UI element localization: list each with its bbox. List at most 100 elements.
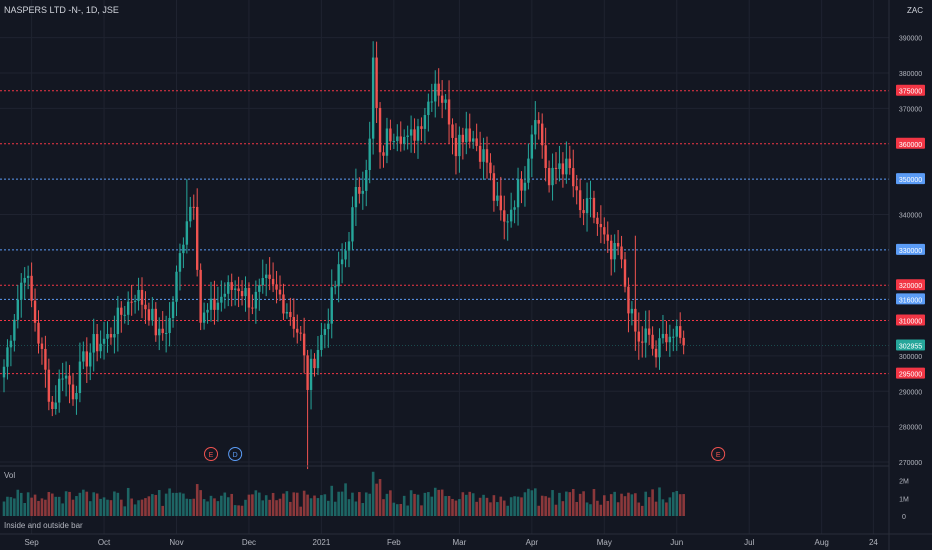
- volume-bar: [571, 488, 575, 516]
- volume-bar: [9, 497, 13, 516]
- candle-body: [437, 83, 440, 96]
- x-tick-label: Aug: [815, 538, 829, 547]
- candle-body: [589, 197, 592, 199]
- candle-body: [344, 250, 347, 260]
- candle-body: [147, 309, 151, 321]
- symbol-title[interactable]: NASPERS LTD -N-, 1D, JSE: [4, 5, 119, 15]
- candle-body: [485, 149, 489, 163]
- candle-body: [392, 141, 396, 143]
- candle-body: [216, 302, 220, 310]
- candle-body: [102, 338, 106, 344]
- indicator-label[interactable]: Inside and outside bar: [4, 521, 83, 530]
- y-tick-label: 390000: [899, 36, 922, 43]
- candle-body: [578, 190, 582, 211]
- volume-bar: [6, 496, 9, 516]
- volume-bar: [226, 497, 230, 516]
- volume-bar: [451, 498, 454, 516]
- candle-body: [299, 332, 302, 334]
- candle-body: [527, 158, 530, 183]
- candle-body: [458, 134, 461, 157]
- candle-body: [503, 210, 506, 222]
- candle-body: [616, 243, 620, 247]
- volume-bar: [447, 495, 451, 516]
- volume-bar: [427, 492, 430, 516]
- candle-body: [371, 57, 375, 139]
- volume-bar: [482, 494, 485, 516]
- volume-bar: [627, 492, 630, 516]
- volume-bar: [295, 492, 299, 516]
- volume-bar: [44, 499, 47, 516]
- volume-bar: [575, 501, 578, 516]
- volume-bar: [302, 490, 306, 516]
- candle-body: [596, 217, 599, 224]
- volume-bar: [585, 502, 589, 516]
- volume-bar: [582, 491, 585, 516]
- x-tick-label: May: [597, 538, 612, 547]
- candle-body: [133, 300, 137, 302]
- horizontal-levels[interactable]: [0, 90, 889, 375]
- volume-bar: [140, 499, 144, 516]
- volume-bar: [361, 503, 365, 516]
- volume-bar: [354, 501, 358, 516]
- x-tick-label: Mar: [453, 538, 467, 547]
- volume-bar: [420, 505, 423, 516]
- volume-bar: [157, 490, 161, 516]
- time-axis[interactable]: Sep Oct Nov Dec 2021 Feb Mar Apr May Jun Jul Aug 24: [24, 538, 878, 547]
- candle-body: [258, 285, 261, 292]
- y-tick-label: 300000: [899, 354, 922, 361]
- volume-bar: [596, 500, 599, 516]
- volume-bar: [513, 496, 516, 516]
- candle-body: [385, 128, 389, 156]
- candle-body: [61, 378, 64, 380]
- x-tick-label: Feb: [387, 538, 401, 547]
- volume-bar: [430, 496, 434, 516]
- volume-bar: [199, 490, 202, 516]
- candle-body: [164, 332, 168, 334]
- candle-body: [672, 336, 675, 338]
- volume-bar: [13, 498, 16, 516]
- candle-body: [679, 326, 682, 338]
- candle-body: [568, 158, 571, 169]
- level-price-labels: 375000 360000 350000 330000 320000 316000 3100…: [896, 84, 925, 379]
- candle-body: [330, 287, 333, 324]
- volume-bar: [606, 500, 610, 516]
- volume-bar: [130, 498, 133, 516]
- candle-body: [403, 136, 406, 144]
- volume-bar: [444, 496, 447, 516]
- volume-bar: [237, 505, 240, 516]
- volume-bar: [37, 500, 40, 516]
- volume-bar: [202, 499, 206, 516]
- volume-bar: [620, 493, 623, 516]
- volume-bar: [682, 494, 685, 516]
- candle-body: [634, 308, 637, 332]
- candle-body: [541, 123, 544, 146]
- volume-bar: [154, 494, 158, 516]
- volume-bar: [216, 501, 220, 516]
- volume-bar: [537, 505, 541, 516]
- volume-bar: [578, 493, 582, 516]
- y-tick-label: 290000: [899, 389, 922, 396]
- candle-body: [220, 296, 223, 303]
- price-axis[interactable]: 390000 380000 370000 340000 300000 290000 2800…: [899, 36, 922, 521]
- y-tick-label: 370000: [899, 106, 922, 113]
- candle-body: [23, 277, 26, 283]
- candle-body: [440, 95, 444, 103]
- volume-bar: [175, 492, 178, 516]
- volume-bar: [344, 483, 347, 516]
- volume-bar: [95, 493, 99, 516]
- candle-body: [409, 129, 413, 136]
- volume-bar: [609, 494, 613, 516]
- volume-bar: [233, 505, 237, 516]
- volume-bar: [123, 506, 127, 516]
- candle-body: [254, 291, 258, 309]
- volume-bar: [82, 489, 85, 516]
- volume-bar: [544, 496, 547, 516]
- volume-bar: [206, 501, 209, 516]
- x-tick-label: Dec: [242, 538, 256, 547]
- volume-bar: [551, 490, 554, 516]
- level-label-bg: [896, 173, 925, 185]
- candle-body: [244, 288, 247, 297]
- candle-body: [130, 301, 133, 303]
